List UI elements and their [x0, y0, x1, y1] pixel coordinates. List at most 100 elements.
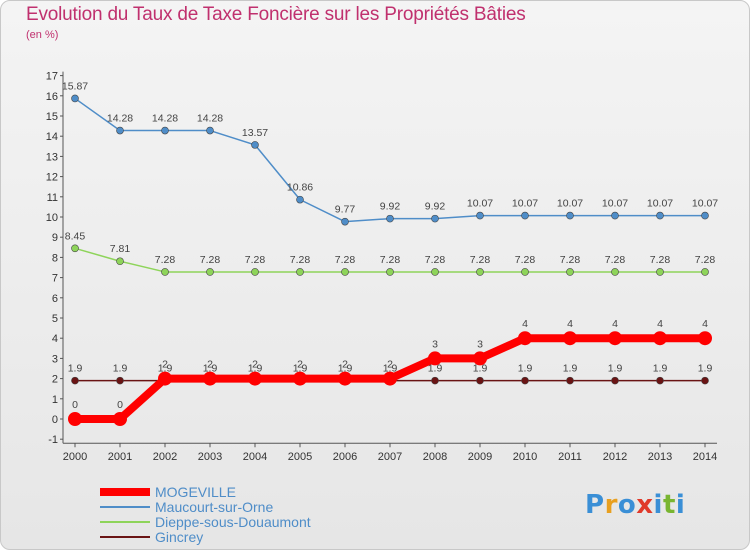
- data-point: [701, 376, 709, 385]
- y-tick-label: 7: [52, 273, 58, 285]
- data-label: 1.9: [698, 363, 713, 375]
- x-tick-label: 2007: [378, 451, 402, 463]
- y-tick-label: 1: [52, 394, 58, 406]
- data-label: 1.9: [608, 363, 623, 375]
- data-point: [71, 94, 79, 103]
- y-tick-label: 2: [52, 374, 58, 386]
- data-label: 7.28: [290, 254, 311, 266]
- data-label: 7.28: [515, 254, 536, 266]
- data-label: 1.9: [338, 363, 353, 375]
- data-label: 7.28: [560, 254, 581, 266]
- data-label: 9.92: [425, 201, 446, 213]
- logo-letter: P: [585, 490, 605, 520]
- legend-swatch-mogeville: [100, 488, 150, 497]
- data-label: 7.28: [605, 254, 626, 266]
- data-label: 7.28: [380, 254, 401, 266]
- legend-label: Dieppe-sous-Douaumont: [155, 513, 311, 530]
- data-point: [611, 376, 619, 385]
- x-tick-label: 2008: [423, 451, 447, 463]
- data-label: 1.9: [383, 363, 398, 375]
- y-tick-label: 3: [52, 353, 58, 365]
- data-label: 1.9: [113, 363, 128, 375]
- legend-item-dieppe: Dieppe-sous-Douaumont: [100, 514, 311, 529]
- x-tick-label: 2012: [603, 451, 627, 463]
- data-point: [293, 371, 307, 386]
- data-point: [656, 211, 664, 220]
- data-point: [68, 412, 82, 426]
- x-tick-label: 2005: [288, 451, 312, 463]
- data-label: 1.9: [563, 363, 578, 375]
- data-point: [71, 376, 79, 385]
- data-label: 10.07: [557, 198, 583, 210]
- data-point: [248, 371, 262, 386]
- y-tick-label: 14: [46, 131, 58, 143]
- data-label: 1.9: [293, 363, 308, 375]
- data-label: 15.87: [62, 80, 88, 92]
- legend-label: MOGEVILLE: [155, 483, 236, 500]
- data-point: [473, 351, 487, 366]
- chart-subtitle: (en %): [26, 29, 59, 41]
- data-label: 2: [162, 359, 168, 371]
- x-tick-label: 2013: [648, 451, 672, 463]
- data-label: 9.92: [380, 201, 401, 213]
- data-point: [701, 268, 709, 276]
- logo-letter: x: [636, 490, 654, 520]
- x-tick-label: 2014: [693, 451, 717, 463]
- data-label: 4: [567, 318, 573, 330]
- data-label: 1.9: [473, 363, 488, 375]
- data-label: 7.28: [335, 254, 356, 266]
- data-point: [251, 141, 259, 149]
- data-label: 10.07: [647, 198, 673, 210]
- data-label: 2: [252, 359, 258, 371]
- data-point: [113, 412, 127, 426]
- data-point: [296, 268, 304, 276]
- data-label: 7.28: [155, 254, 176, 266]
- y-tick-label: 11: [47, 192, 58, 204]
- y-tick-label: 16: [46, 91, 58, 103]
- legend-swatch-gincrey: [100, 536, 150, 539]
- data-label: 7.81: [110, 243, 131, 255]
- data-label: 2: [207, 359, 213, 371]
- data-label: 2: [342, 359, 348, 371]
- data-point: [428, 351, 442, 366]
- logo-letter: i: [653, 490, 663, 520]
- data-point: [341, 268, 349, 276]
- data-point: [158, 371, 172, 386]
- data-point: [116, 376, 124, 385]
- x-tick-label: 2003: [198, 451, 222, 463]
- x-tick-label: 2001: [108, 451, 132, 463]
- data-point: [611, 211, 619, 220]
- data-point: [341, 217, 349, 226]
- data-point: [251, 268, 259, 276]
- data-point: [698, 331, 712, 346]
- data-point: [203, 371, 217, 386]
- data-label: 1.9: [158, 363, 173, 375]
- data-label: 3: [477, 338, 483, 350]
- data-label: 7.28: [695, 254, 716, 266]
- data-label: 10.07: [467, 198, 493, 210]
- data-point: [431, 214, 439, 223]
- legend-item-mogeville: MOGEVILLE: [100, 484, 311, 499]
- logo-letter: o: [617, 490, 637, 520]
- data-point: [431, 376, 439, 385]
- data-label: 7.28: [470, 254, 491, 266]
- y-tick-label: -1: [48, 434, 58, 446]
- data-label: 0: [117, 399, 123, 411]
- x-tick-label: 2009: [468, 451, 492, 463]
- data-label: 1.9: [428, 363, 443, 375]
- data-point: [476, 376, 484, 385]
- data-label: 14.28: [197, 113, 223, 125]
- data-point: [386, 214, 394, 223]
- chart-title: Evolution du Taux de Taxe Foncière sur l…: [26, 4, 526, 25]
- y-tick-label: 5: [52, 313, 58, 325]
- data-label: 4: [702, 318, 708, 330]
- data-point: [521, 268, 529, 276]
- x-tick-label: 2002: [153, 451, 177, 463]
- y-tick-label: 13: [46, 151, 58, 163]
- data-point: [476, 268, 484, 276]
- data-label: 2: [387, 359, 393, 371]
- data-point: [71, 244, 79, 253]
- x-tick-label: 2000: [63, 451, 87, 463]
